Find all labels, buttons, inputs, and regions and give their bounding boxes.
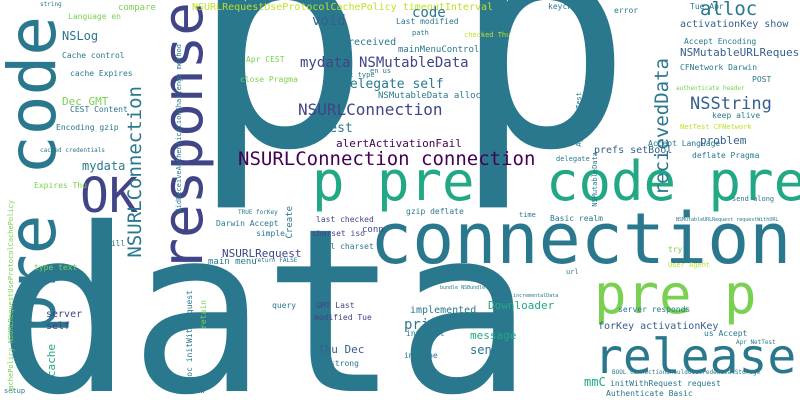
word-gzip-deflate: gzip deflate [406, 208, 464, 216]
word-nslog: NSLog [62, 30, 98, 42]
word-mmc: mmC [584, 376, 606, 388]
word-keychain: keychain [548, 3, 587, 11]
word-darwin-accept: Darwin Accept [216, 220, 279, 228]
word-conn: conn [362, 226, 384, 235]
word-new: new [192, 388, 205, 395]
word-tue-apr: Tue Apr [690, 3, 724, 11]
word-nsurlconnection-vertical: NSURLConnection [126, 86, 145, 258]
word-cachepolicy: cachePolicy NSURLRequestUseProtocolCache… [8, 200, 15, 394]
word-thu-dec: Thu Dec [318, 344, 364, 355]
word-alloc-initwithrequest: alloc initWithRequest [186, 290, 194, 391]
word-compare: compare [118, 4, 156, 13]
word-last-modified: Last modified [396, 18, 459, 26]
word-try: try [668, 246, 682, 254]
word-initwithrequest-request: initWithRequest request [610, 380, 721, 388]
word-message: message [470, 330, 516, 341]
word-server-responds: server responds [618, 306, 690, 314]
word-mydata: mydata [82, 160, 125, 172]
word-true-forkey: TRUE forKey [238, 210, 278, 216]
word-user-agent: User Agent [668, 262, 710, 269]
word-cached-credentials: cached credentials [40, 148, 105, 154]
word-nsdata-incremental: NSData incrementalData [492, 294, 558, 299]
word-nsurlrequest-top: NSURLRequestUseProtocolCachePolicy timeo… [192, 3, 493, 13]
word-send: send [470, 344, 499, 356]
word-cache: cache [46, 344, 57, 377]
word-query: query [272, 302, 296, 310]
word-simple: simple [256, 230, 285, 238]
word-nsurlconnection-connection: NSURLConnection connection [238, 150, 535, 169]
word-didreceive: didReceiveAuthenticationChallenge method [176, 44, 183, 213]
word-cache-expires: cache Expires [70, 70, 133, 78]
word-us-accept: us Accept [704, 330, 747, 338]
word-basic-realm: Basic realm [550, 215, 603, 223]
word-apr-cest: Apr CEST [246, 56, 285, 64]
word-cfnetwork-darwin: CFNetwork Darwin [680, 64, 757, 72]
word-forkey-activationkey: forKey activationKey [598, 322, 718, 332]
word-expires-thu: Expires Thu [34, 182, 87, 190]
word-implemented: implemented [410, 306, 476, 316]
word-activationkey-show: activationKey show [680, 20, 788, 30]
word-error: error [614, 7, 638, 15]
word-charset-iso: charset iso [312, 230, 365, 238]
word-bundle-nsbundle: bundle NSBundle [440, 286, 485, 291]
word-checked-thu: checked Thu [464, 32, 510, 39]
word-cest-content: CEST Content [70, 106, 128, 114]
word-apr-netest: Apr NetTest [736, 340, 776, 346]
word-text-html: text html [326, 380, 369, 388]
word-modified-tue: modified Tue [314, 314, 372, 322]
word-string: string [40, 2, 62, 8]
word-received: received [348, 38, 396, 48]
word-recieveddata: recievedData [653, 58, 672, 195]
word-retain: retain [200, 300, 208, 329]
word-encoding-gzip: Encoding gzip [56, 124, 119, 132]
word-void: void [312, 14, 346, 28]
word-delegate-self: delegate self [342, 78, 444, 91]
word-authenticate-header: authenticate header [676, 86, 745, 92]
word-keep-alive: keep alive [712, 112, 760, 120]
word-deflate-pragma: deflate Pragma [692, 152, 759, 160]
word-last-checked: last checked [316, 216, 374, 224]
word-cache-control: Cache control [62, 52, 125, 60]
word-time: time [519, 212, 536, 219]
word-type-text: type text [34, 264, 77, 272]
word-server: server [46, 310, 82, 320]
word-self: self [46, 322, 70, 332]
word-accept-encoding: Accept Encoding [684, 38, 756, 46]
word-imagine: imagine [404, 352, 438, 360]
word-en-us: en us [370, 68, 391, 75]
word-mainmenucontroller: mainMenuController [398, 46, 496, 55]
word-gmt-last: GMT Last [316, 302, 355, 310]
word-nsmutabledata-vertical: NSMutableData [592, 152, 599, 207]
word-url: url [566, 269, 579, 276]
word-accept-language: Accept Language [648, 140, 720, 148]
word-response: response [156, 2, 212, 272]
word-nsmutableurlrequest: NSMutableURLRequest [680, 47, 800, 58]
word-html-charset: html charset [316, 243, 374, 251]
word-close-pragma: close Pragma [240, 76, 298, 84]
word-language-en: Language en [68, 13, 121, 21]
word-netest-cfnetwork: NetTest CFNetwork [680, 124, 752, 131]
word-nsmutableurlrequest-request: NSMutableURLRequest requestWithURL [676, 218, 778, 223]
word-authenticate-basic: Authenticate Basic [606, 390, 693, 398]
word-downloader: Downloader [488, 300, 554, 311]
word-request: request [298, 122, 353, 135]
word-content-type: Content type [324, 72, 375, 79]
word-send-along: send along [732, 196, 774, 203]
word-path: path [412, 30, 429, 37]
word-return-false: return FALSE [254, 258, 297, 264]
word-alertactivationfail: alertActivationFail [336, 138, 462, 149]
word-nsurlconnection-mid: NSURLConnection [298, 102, 443, 118]
word-internet: internet [406, 330, 445, 338]
word-create: Create [286, 206, 295, 239]
word-bool-connection: BOOL connectionShouldUseCredentialStorag… [612, 370, 760, 376]
word-strong: strong [330, 360, 359, 368]
word-agent-netest: Agent NetTest [576, 92, 583, 147]
word-post: POST [752, 76, 771, 84]
word-main-menu: main menu [208, 258, 257, 267]
word-delegate: delegate [556, 156, 590, 163]
word-nsmutabledata-alloc: NSMutableData alloc [378, 92, 481, 101]
word-will: will [106, 240, 125, 248]
